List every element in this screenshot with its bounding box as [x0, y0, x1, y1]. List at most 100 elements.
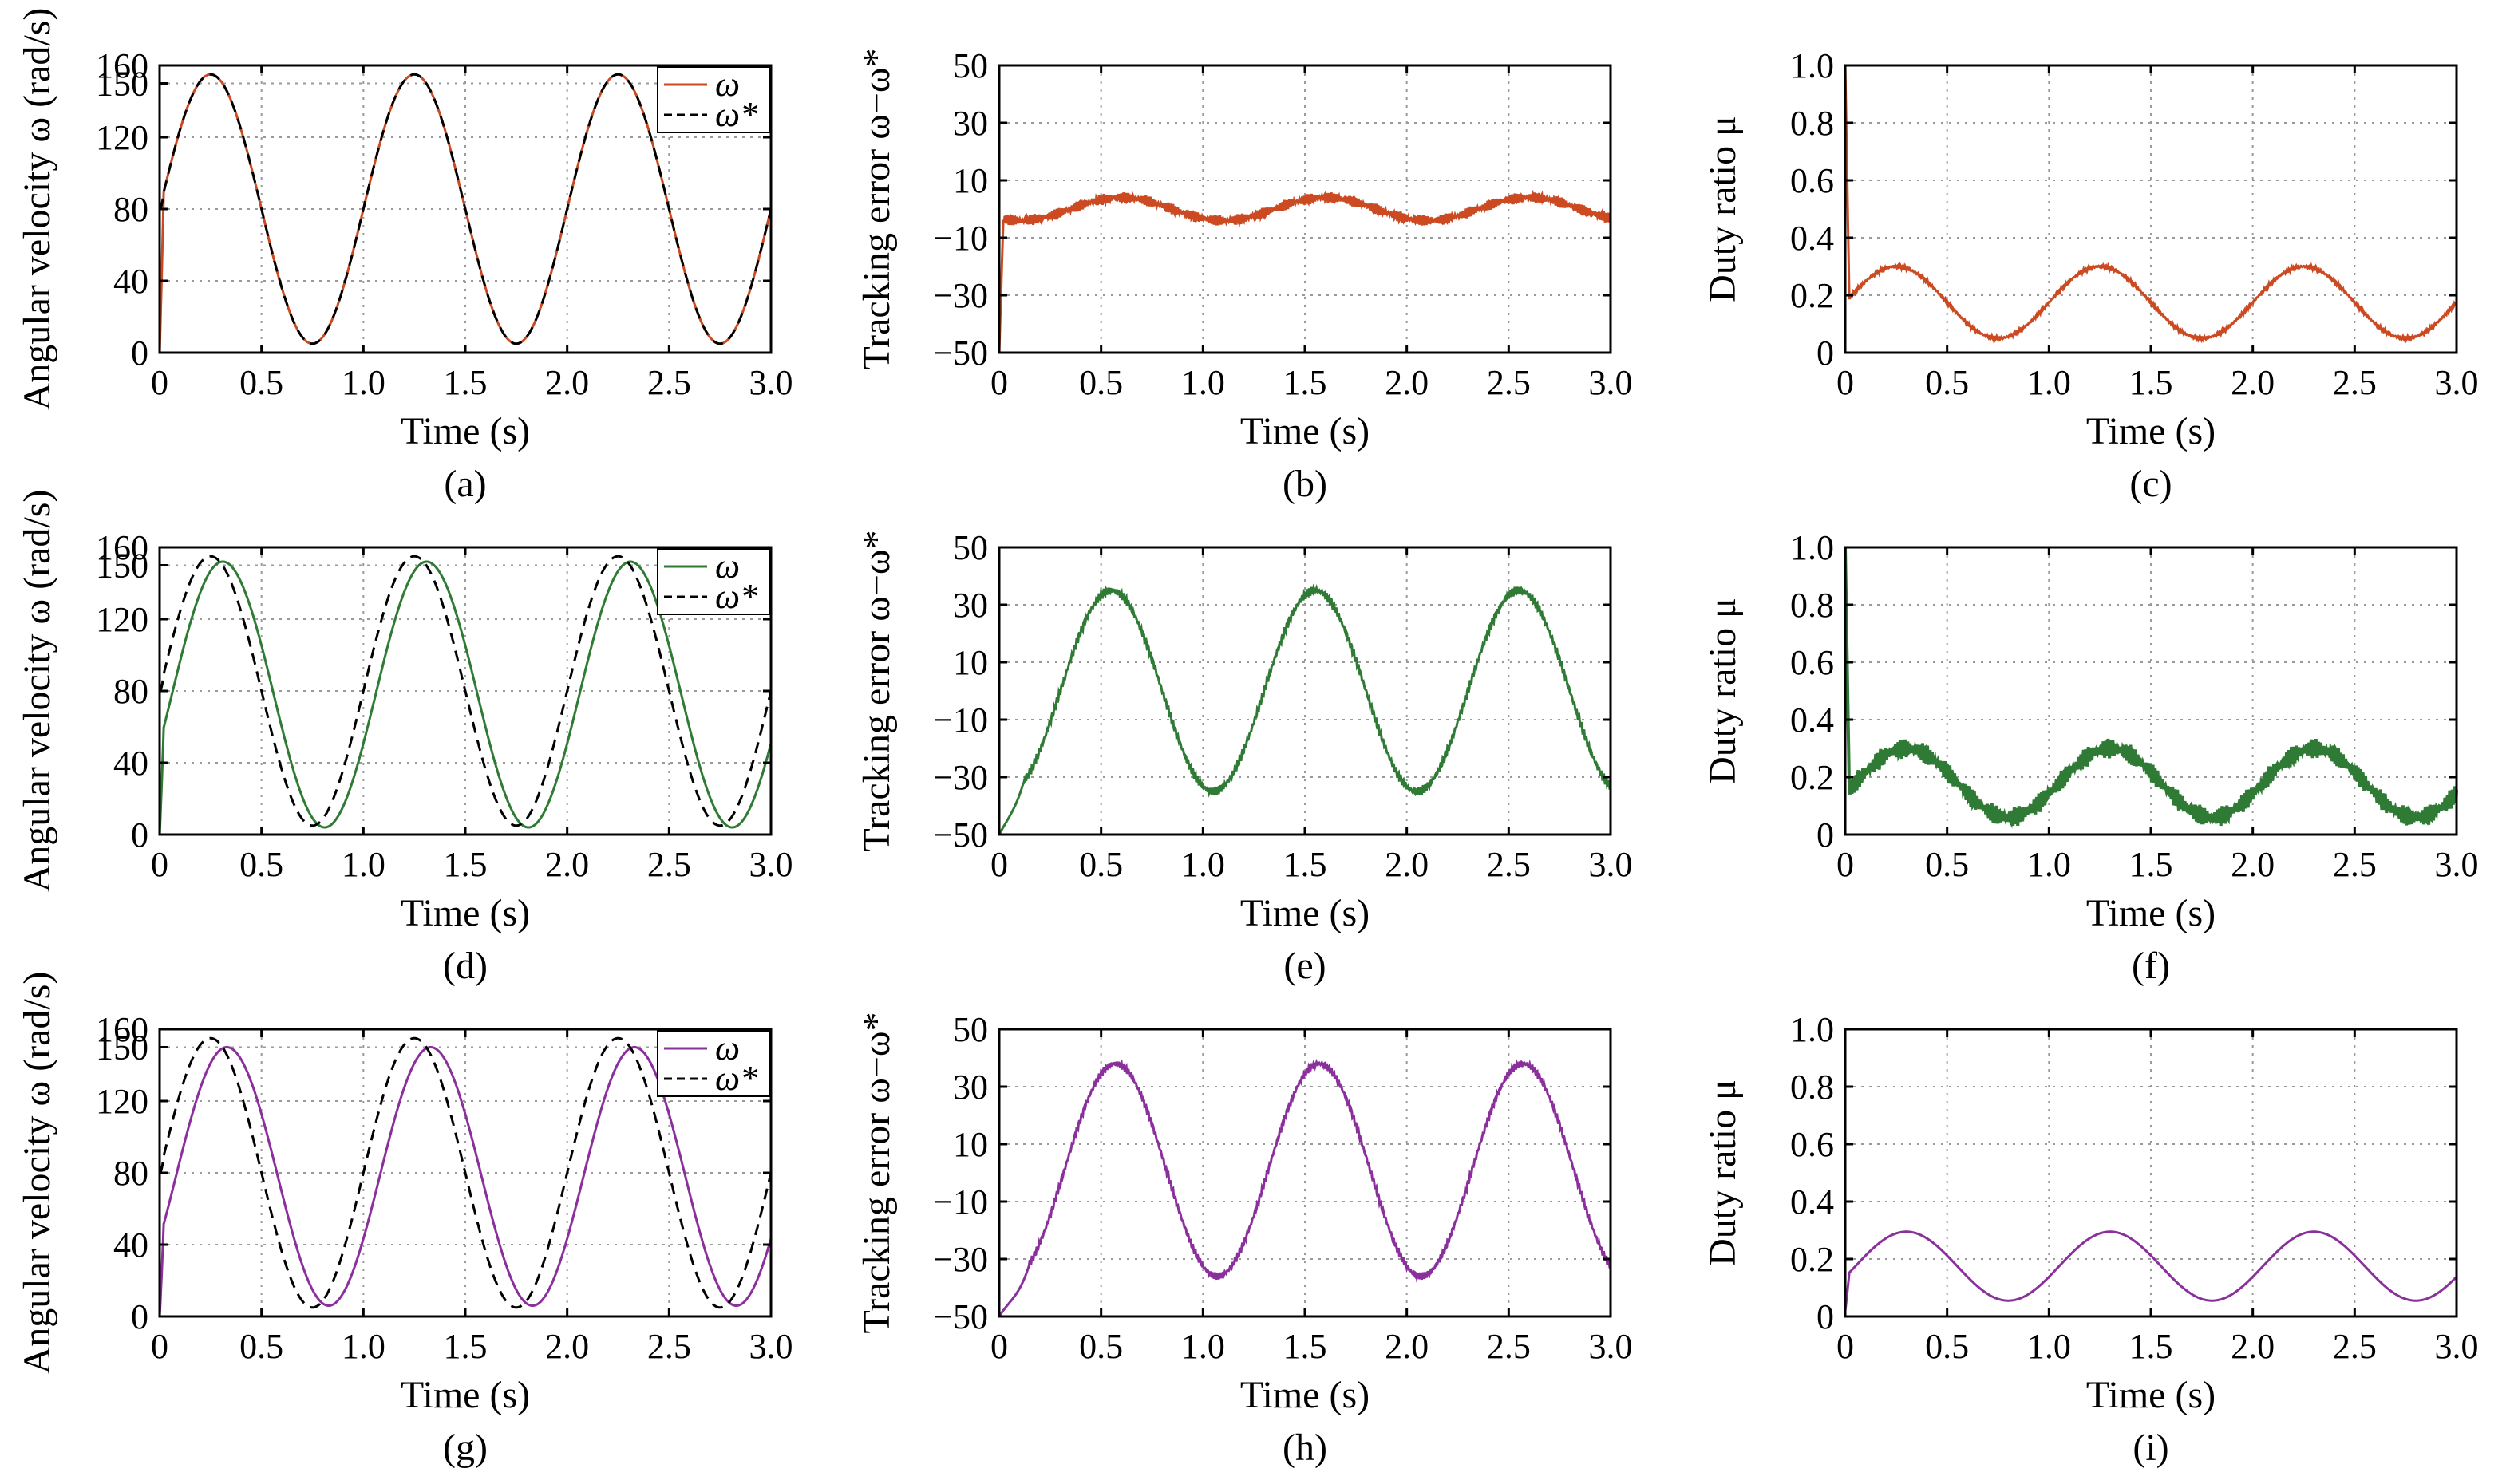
panel-b: 0 0.5 1.0 1.5 2.0 2.5 3.0 −50 −30 −10 10 30 50 Time (…	[856, 46, 1633, 505]
y-tick-label: 0	[131, 815, 148, 854]
y-tick-label: 0.6	[1790, 643, 1834, 682]
legend-label: ω	[715, 65, 740, 104]
x-tick-label: 0.5	[239, 845, 283, 884]
x-tick-label: 2.5	[1487, 1327, 1531, 1366]
panel-caption: (i)	[2133, 1427, 2168, 1469]
y-tick-label: 80	[113, 1154, 148, 1193]
y-tick-label: −30	[933, 758, 988, 797]
y-tick-label: 50	[953, 528, 988, 567]
x-tick-label: 1.0	[2027, 1327, 2071, 1366]
y-tick-label: 0	[131, 1297, 148, 1336]
x-tick-label: 2.5	[2333, 363, 2377, 402]
series-line-omega-ref	[159, 73, 773, 345]
y-tick-label: −30	[933, 276, 988, 315]
y-axis-label: Duty ratio μ	[1702, 116, 1744, 302]
panel-h: 0 0.5 1.0 1.5 2.0 2.5 3.0 −50 −30 −10 10 30 50 Time (…	[856, 1010, 1633, 1469]
y-tick-label: −10	[933, 219, 988, 258]
x-tick-label: 2.0	[545, 845, 589, 884]
x-tick-label: 3.0	[749, 1327, 793, 1366]
y-tick-label: 0.8	[1790, 104, 1834, 143]
legend-label: ω	[715, 547, 740, 586]
legend-box	[657, 548, 770, 615]
y-tick-label: 10	[953, 161, 988, 200]
y-tick-label: −50	[933, 1297, 988, 1336]
y-axis-label: Duty ratio μ	[1702, 598, 1744, 784]
y-tick-label: 160	[96, 1010, 148, 1049]
x-tick-label: 1.0	[342, 363, 385, 402]
x-axis-label: Time (s)	[1240, 410, 1370, 452]
x-tick-label: 2.0	[1385, 1327, 1429, 1366]
x-tick-label: 2.0	[545, 1327, 589, 1366]
y-tick-label: −50	[933, 815, 988, 854]
legend-box	[657, 1030, 770, 1097]
series-line-main	[998, 1058, 1612, 1317]
y-tick-label: 160	[96, 528, 148, 567]
x-tick-label: 0	[1836, 1327, 1854, 1366]
y-axis-label: Duty ratio μ	[1702, 1079, 1744, 1266]
x-tick-label: 1.0	[1181, 363, 1225, 402]
panel-caption: (a)	[444, 463, 486, 505]
x-tick-label: 0.5	[239, 363, 283, 402]
x-tick-label: 0	[990, 1327, 1008, 1366]
y-tick-label: 120	[96, 118, 148, 157]
x-tick-label: 0	[151, 363, 168, 402]
y-tick-label: 30	[953, 104, 988, 143]
x-tick-label: 0.5	[1925, 363, 1969, 402]
series-line-main	[1844, 1230, 2458, 1311]
x-tick-label: 2.5	[2333, 845, 2377, 884]
x-tick-label: 1.0	[342, 1327, 385, 1366]
y-tick-label: 120	[96, 600, 148, 639]
x-tick-label: 2.5	[1487, 363, 1531, 402]
y-tick-label: 30	[953, 586, 988, 625]
x-tick-label: 3.0	[2435, 845, 2479, 884]
y-tick-label: 50	[953, 46, 988, 85]
y-tick-label: 0.6	[1790, 1125, 1834, 1164]
x-tick-label: 1.0	[1181, 845, 1225, 884]
y-tick-label: 0.2	[1790, 1240, 1834, 1279]
x-tick-label: 0.5	[1079, 363, 1123, 402]
x-tick-label: 1.0	[1181, 1327, 1225, 1366]
panel-caption: (h)	[1283, 1427, 1327, 1469]
y-tick-label: 0.4	[1790, 1182, 1834, 1222]
panel-i: 0 0.5 1.0 1.5 2.0 2.5 3.0 0 0.2 0.4 0.6 0.8 1.0 Time …	[1702, 1010, 2479, 1469]
x-tick-label: 2.0	[2231, 363, 2275, 402]
y-tick-label: −10	[933, 1182, 988, 1222]
x-tick-label: 1.0	[342, 845, 385, 884]
x-tick-label: 1.5	[444, 1327, 488, 1366]
x-tick-label: 3.0	[1589, 845, 1633, 884]
x-axis-label: Time (s)	[401, 410, 530, 452]
y-tick-label: 0	[1816, 1297, 1834, 1336]
x-tick-label: 1.0	[2027, 363, 2071, 402]
y-tick-label: −10	[933, 701, 988, 740]
panel-caption: (b)	[1283, 463, 1327, 505]
x-tick-label: 3.0	[2435, 363, 2479, 402]
x-tick-label: 3.0	[749, 363, 793, 402]
x-tick-label: 2.0	[545, 363, 589, 402]
y-tick-label: 0.8	[1790, 586, 1834, 625]
legend-label: ω*	[715, 577, 757, 616]
legend: ωω*	[657, 65, 770, 134]
x-axis-label: Time (s)	[2086, 410, 2216, 452]
x-axis-label: Time (s)	[2086, 892, 2216, 934]
panel-caption: (c)	[2129, 463, 2172, 505]
y-tick-label: 0	[1816, 334, 1834, 373]
x-tick-label: 0.5	[1079, 845, 1123, 884]
y-tick-label: 0.4	[1790, 219, 1834, 258]
y-tick-label: 10	[953, 1125, 988, 1164]
x-tick-label: 2.0	[1385, 845, 1429, 884]
x-tick-label: 0	[151, 845, 168, 884]
y-tick-label: 0.4	[1790, 701, 1834, 740]
x-tick-label: 1.5	[1283, 363, 1327, 402]
x-axis-label: Time (s)	[401, 1374, 530, 1416]
y-tick-label: 10	[953, 643, 988, 682]
x-tick-label: 3.0	[749, 845, 793, 884]
x-tick-label: 3.0	[2435, 1327, 2479, 1366]
series-line-omega-ref	[159, 1036, 773, 1309]
y-axis-label: Tracking error ω−ω*	[856, 530, 898, 851]
x-tick-label: 0.5	[1925, 1327, 1969, 1366]
x-tick-label: 1.5	[2129, 363, 2173, 402]
y-tick-label: 1.0	[1790, 46, 1834, 85]
series-line-main	[1844, 65, 2458, 344]
